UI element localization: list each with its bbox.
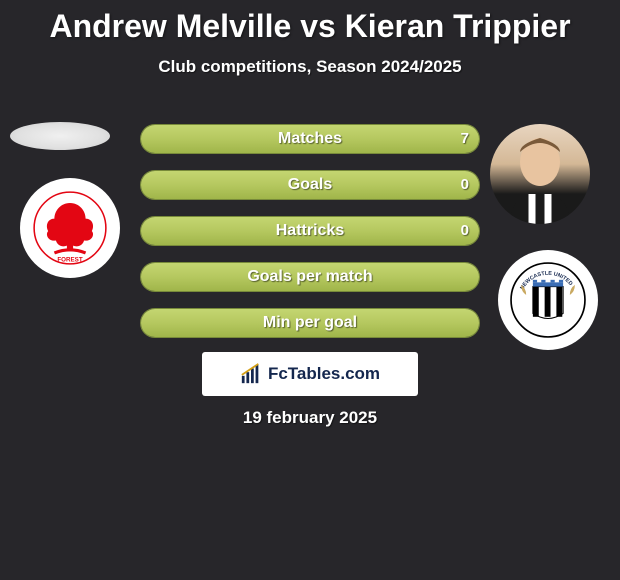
forest-badge-icon: FOREST [31,189,109,267]
bar-hattricks: Hattricks 0 [140,216,480,246]
newcastle-badge-icon: NEWCASTLE UNITED [506,258,590,342]
svg-text:FOREST: FOREST [57,257,82,264]
player-left-avatar [10,122,110,150]
brand-badge[interactable]: FcTables.com [202,352,418,396]
club-left-badge: FOREST [20,178,120,278]
date-line: 19 february 2025 [0,408,620,428]
bar-min-per-goal: Min per goal [140,308,480,338]
bar-label: Goals [141,171,479,199]
bar-goals: Goals 0 [140,170,480,200]
bar-label: Min per goal [141,309,479,337]
bar-label: Hattricks [141,217,479,245]
bar-value-right: 0 [461,217,469,245]
bar-goals-per-match: Goals per match [140,262,480,292]
bar-value-right: 0 [461,171,469,199]
bar-value-right: 7 [461,125,469,153]
bar-chart-icon [240,363,262,385]
club-right-badge: NEWCASTLE UNITED [498,250,598,350]
comparison-bars: Matches 7 Goals 0 Hattricks 0 Goals per … [140,124,480,354]
brand-text: FcTables.com [268,364,380,384]
page-subtitle: Club competitions, Season 2024/2025 [0,57,620,77]
bar-label: Matches [141,125,479,153]
page-title: Andrew Melville vs Kieran Trippier [0,0,620,45]
bar-matches: Matches 7 [140,124,480,154]
bar-label: Goals per match [141,263,479,291]
player-right-avatar [490,124,590,224]
